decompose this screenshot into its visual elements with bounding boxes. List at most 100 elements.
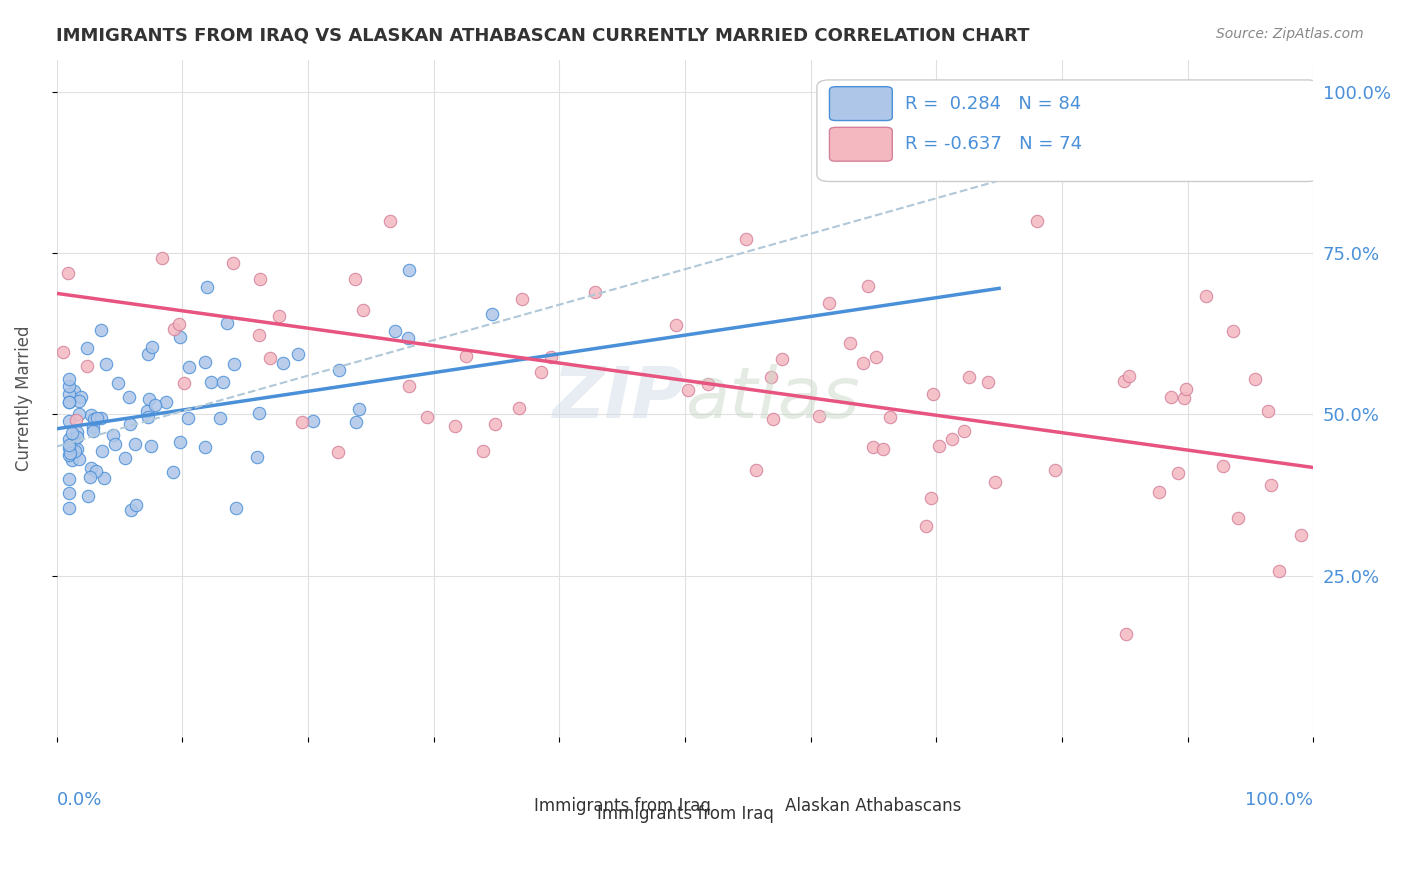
Immigrants from Iraq	[120, 502, 142, 516]
Alaskan Athabascans	[343, 272, 366, 286]
FancyBboxPatch shape	[817, 80, 1320, 181]
Alaskan Athabascans	[928, 439, 950, 453]
Alaskan Athabascans	[745, 462, 768, 476]
Alaskan Athabascans	[415, 409, 437, 424]
Immigrants from Iraq	[136, 409, 159, 424]
Immigrants from Iraq	[65, 443, 87, 458]
Immigrants from Iraq	[58, 449, 80, 463]
Text: Immigrants from Iraq: Immigrants from Iraq	[534, 797, 711, 815]
Immigrants from Iraq	[67, 394, 90, 409]
Alaskan Athabascans	[1147, 484, 1170, 499]
Immigrants from Iraq	[94, 357, 117, 371]
Immigrants from Iraq	[58, 486, 80, 500]
Immigrants from Iraq	[208, 410, 231, 425]
Immigrants from Iraq	[118, 391, 141, 405]
Text: Immigrants from Iraq: Immigrants from Iraq	[596, 805, 773, 822]
Alaskan Athabascans	[1112, 374, 1135, 388]
Alaskan Athabascans	[697, 376, 720, 391]
Immigrants from Iraq	[77, 489, 100, 503]
Immigrants from Iraq	[104, 436, 127, 450]
Text: 100.0%: 100.0%	[1246, 791, 1313, 809]
Immigrants from Iraq	[62, 433, 84, 447]
Alaskan Athabascans	[941, 432, 963, 446]
Text: IMMIGRANTS FROM IRAQ VS ALASKAN ATHABASCAN CURRENTLY MARRIED CORRELATION CHART: IMMIGRANTS FROM IRAQ VS ALASKAN ATHABASC…	[56, 27, 1029, 45]
Immigrants from Iraq	[93, 471, 115, 485]
Alaskan Athabascans	[508, 401, 530, 415]
Immigrants from Iraq	[60, 425, 83, 440]
Immigrants from Iraq	[114, 450, 136, 465]
Alaskan Athabascans	[1173, 391, 1195, 405]
Alaskan Athabascans	[770, 351, 793, 366]
Immigrants from Iraq	[302, 414, 325, 428]
Alaskan Athabascans	[1025, 214, 1047, 228]
Alaskan Athabascans	[76, 359, 98, 373]
Immigrants from Iraq	[62, 384, 84, 399]
Immigrants from Iraq	[169, 329, 191, 343]
Immigrants from Iraq	[79, 469, 101, 483]
Alaskan Athabascans	[52, 345, 75, 359]
Alaskan Athabascans	[856, 279, 879, 293]
Alaskan Athabascans	[249, 272, 271, 286]
Alaskan Athabascans	[221, 256, 243, 270]
Text: ZIP: ZIP	[553, 364, 685, 433]
Alaskan Athabascans	[838, 336, 860, 351]
Alaskan Athabascans	[150, 251, 173, 265]
Alaskan Athabascans	[1212, 459, 1234, 474]
Alaskan Athabascans	[678, 383, 700, 397]
Immigrants from Iraq	[344, 415, 367, 429]
Immigrants from Iraq	[384, 324, 406, 338]
Alaskan Athabascans	[540, 350, 562, 364]
Immigrants from Iraq	[66, 425, 89, 439]
Alaskan Athabascans	[269, 309, 291, 323]
Alaskan Athabascans	[759, 369, 782, 384]
Alaskan Athabascans	[953, 424, 976, 438]
Alaskan Athabascans	[484, 417, 506, 431]
Immigrants from Iraq	[91, 444, 114, 458]
Immigrants from Iraq	[141, 341, 163, 355]
Immigrants from Iraq	[247, 406, 270, 420]
Immigrants from Iraq	[271, 356, 294, 370]
Alaskan Athabascans	[529, 365, 551, 379]
Alaskan Athabascans	[1289, 528, 1312, 542]
FancyBboxPatch shape	[494, 793, 530, 816]
Immigrants from Iraq	[398, 263, 420, 277]
Alaskan Athabascans	[247, 328, 270, 343]
Immigrants from Iraq	[396, 331, 419, 345]
Immigrants from Iraq	[58, 414, 80, 428]
Immigrants from Iraq	[84, 464, 107, 478]
Alaskan Athabascans	[957, 369, 980, 384]
Immigrants from Iraq	[138, 392, 160, 406]
Alaskan Athabascans	[664, 318, 686, 333]
Immigrants from Iraq	[67, 451, 90, 466]
Immigrants from Iraq	[194, 355, 217, 369]
Immigrants from Iraq	[58, 387, 80, 401]
Immigrants from Iraq	[86, 411, 108, 425]
Immigrants from Iraq	[58, 395, 80, 409]
Immigrants from Iraq	[195, 280, 218, 294]
Immigrants from Iraq	[222, 357, 245, 371]
Alaskan Athabascans	[56, 266, 79, 280]
Alaskan Athabascans	[352, 302, 374, 317]
Immigrants from Iraq	[80, 461, 103, 475]
Immigrants from Iraq	[328, 362, 350, 376]
Alaskan Athabascans	[818, 296, 841, 310]
Immigrants from Iraq	[58, 395, 80, 409]
Alaskan Athabascans	[173, 376, 195, 390]
Immigrants from Iraq	[225, 501, 247, 516]
Immigrants from Iraq	[82, 424, 104, 438]
Immigrants from Iraq	[69, 391, 91, 405]
Text: 0.0%: 0.0%	[56, 791, 103, 809]
Immigrants from Iraq	[82, 419, 104, 434]
Alaskan Athabascans	[444, 418, 467, 433]
Immigrants from Iraq	[138, 347, 160, 361]
Alaskan Athabascans	[1115, 627, 1137, 641]
Immigrants from Iraq	[66, 430, 89, 444]
Immigrants from Iraq	[481, 307, 503, 321]
Immigrants from Iraq	[139, 439, 162, 453]
Alaskan Athabascans	[291, 415, 314, 429]
Immigrants from Iraq	[215, 316, 238, 330]
Immigrants from Iraq	[245, 450, 267, 464]
Immigrants from Iraq	[58, 500, 80, 515]
Alaskan Athabascans	[471, 444, 494, 458]
Alaskan Athabascans	[259, 351, 281, 365]
